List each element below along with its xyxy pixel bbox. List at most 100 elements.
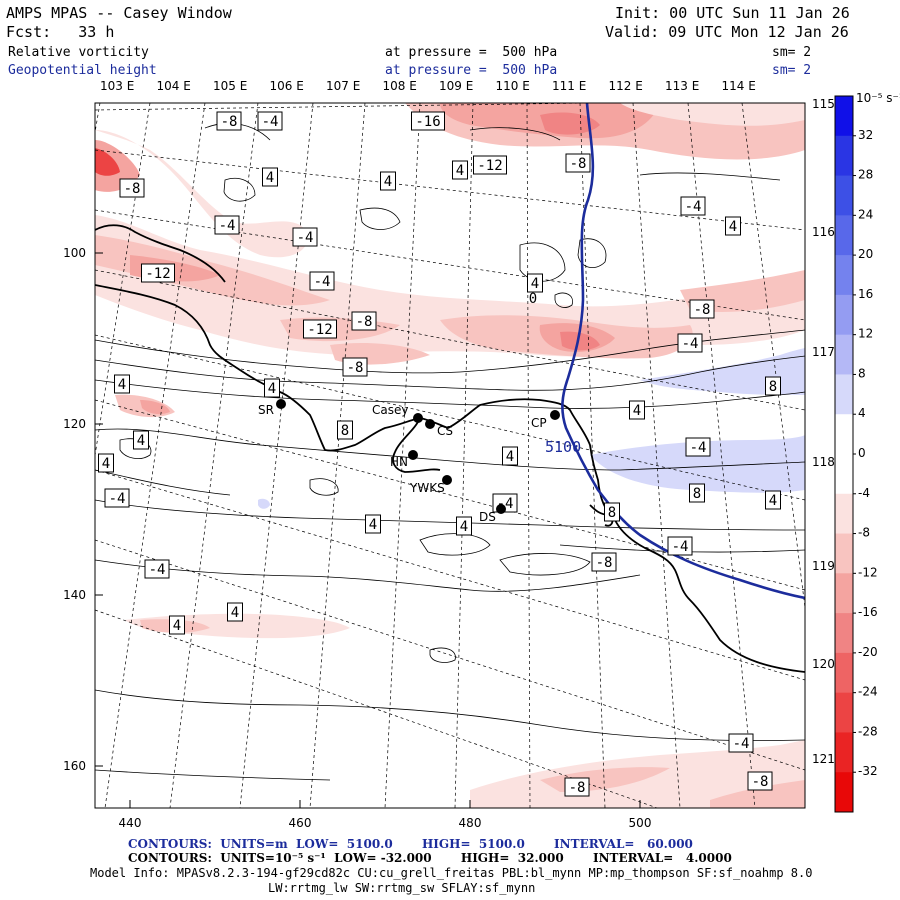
contour-label: 4 [456,163,464,179]
contour-label: 8 [341,423,349,439]
contour-label: -4 [685,199,702,215]
lon-label-top: 105 E [213,79,247,93]
contour-label: 4 [268,381,276,397]
station-dot [276,399,286,409]
field1-smoothing: sm= 2 [772,45,812,60]
station-dot [496,504,506,514]
contour-label-box [351,311,377,331]
contour-label-box [527,273,543,293]
contour-label: -8 [569,780,586,796]
contour-label: -8 [356,314,373,330]
field1-name: Relative vorticity [8,45,149,60]
field2-smoothing: sm= 2 [772,63,812,78]
valid-time: Valid: 09 UTC Mon 12 Jan 26 [605,23,849,41]
contour-label-box [337,420,353,440]
contour-label-box [591,552,617,572]
contour-label-box [473,155,507,175]
contour-label-box [725,216,741,236]
lon-label-top: 109 E [439,79,473,93]
station-label: YWKS [409,481,445,495]
contour-label-box [689,299,715,319]
colorbar-level: -4 [858,486,870,500]
x-tick-label: 480 [459,816,482,830]
geopotential-label: 5100 [545,438,581,456]
lon-label-top: 114 E [722,79,756,93]
contour-label: 4 [729,219,737,235]
y-tick-label: 100 [63,246,86,260]
contour-label: 4 [460,519,468,535]
contour-label-box [98,453,114,473]
contour-label-box [133,430,149,450]
contour-label: -4 [672,539,689,555]
colorbar-level: -16 [858,605,878,619]
colorbar-swatch [835,374,853,415]
contour-label-box [565,153,591,173]
contour-label-box [342,357,368,377]
geopotential-5100-contour [561,103,805,600]
colorbar-swatch [835,135,853,177]
contour-label: 0 [529,291,537,307]
colorbar-swatch [835,96,853,137]
contour-label-box [604,502,620,522]
lon-label-top: 112 E [609,79,643,93]
colorbar-swatch [835,255,853,296]
colorbar-level: 28 [858,168,873,182]
colorbar-level: 16 [858,287,873,301]
contour-label-box [365,514,381,534]
contour-label: 4 [369,517,377,533]
lon-label-top: 113 E [665,79,699,93]
contour-label: 4 [384,174,392,190]
contour-label: -8 [694,302,711,318]
field2-name: Geopotential height [8,63,157,78]
colorbar-level: 12 [858,327,873,341]
contour-label: -16 [415,114,440,130]
y-tick-label: 140 [63,588,86,602]
contour-label-box [765,376,781,396]
contour-label-box [262,167,278,187]
contour-label-box [114,374,130,394]
contour-label-box [144,559,170,579]
contour-label: -4 [682,336,699,352]
colorbar-swatch [835,414,853,455]
contour-label: -8 [570,156,587,172]
contour-label: -4 [149,562,166,578]
contour-label-box [629,400,645,420]
contour-label: 4 [231,605,239,621]
station-label: Casey [372,403,408,417]
station-dot [425,419,435,429]
contour-label: 4 [769,493,777,509]
contour-label-box [216,111,242,131]
y-axis: 100 120 140 160 [63,246,103,773]
coastline [95,224,805,673]
contour-label: 4 [531,276,539,292]
footer-vorticity-contours: CONTOURS: UNITS=10⁻⁵ s⁻¹ LOW= -32.000 HI… [128,851,732,865]
colorbar-level: -8 [858,526,870,540]
contour-label: -4 [109,491,126,507]
colorbar-level: 24 [858,207,873,221]
colorbar-swatch [835,652,853,694]
contour-label-box [747,771,773,791]
contour-label: 8 [608,505,616,521]
field1-level: at pressure = 500 hPa [385,45,558,60]
contour-label-box [303,319,337,339]
colorbar-unit: 10⁻⁵ s⁻¹ [856,91,900,105]
contour-label-box [380,171,396,191]
colorbar-swatch [835,493,853,535]
contour-label: -4 [314,274,331,290]
colorbar-swatch [835,454,853,495]
contour-label-box [564,777,590,797]
colorbar-level: 32 [858,128,873,142]
contour-label: 8 [769,379,777,395]
contour-label: -8 [124,181,141,197]
station-dot [442,475,452,485]
colorbar-swatch [835,215,853,256]
lon-label-top: 104 E [157,79,191,93]
contour-label: 4 [118,377,126,393]
contour-label-box [411,111,445,131]
contour-label-box [292,227,318,247]
longitude-labels-top: 103 E 104 E 105 E 106 E 107 E 108 E 109 E 110 E… [100,79,756,93]
x-tick-label: 460 [289,816,312,830]
footer-model-info: Model Info: MPASv8.2.3-194-gf29cd82c CU:… [90,866,813,880]
lon-label-top: 106 E [270,79,304,93]
